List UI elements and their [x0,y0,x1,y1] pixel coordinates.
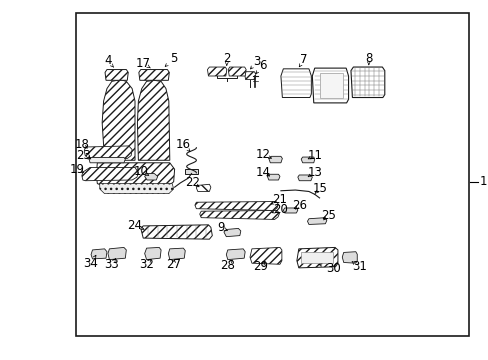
Polygon shape [102,80,135,160]
Text: 24: 24 [127,219,142,233]
Text: 30: 30 [325,262,340,275]
Text: 11: 11 [306,149,322,162]
Text: 7: 7 [300,53,307,66]
Text: 10: 10 [133,165,148,178]
Polygon shape [100,184,173,194]
Polygon shape [350,67,384,98]
Polygon shape [244,72,255,80]
Polygon shape [137,80,169,160]
Text: 4: 4 [104,54,111,67]
Polygon shape [280,69,311,98]
Polygon shape [312,68,348,103]
Polygon shape [105,69,128,80]
Polygon shape [108,247,126,260]
Polygon shape [81,167,138,181]
Polygon shape [199,211,279,220]
Polygon shape [267,174,279,180]
Polygon shape [268,156,282,163]
Polygon shape [224,228,240,237]
Text: 31: 31 [351,260,366,273]
Text: 8: 8 [365,51,372,64]
Text: 1: 1 [479,175,487,188]
Text: 6: 6 [258,59,266,72]
Polygon shape [89,157,125,163]
Polygon shape [195,202,278,211]
Text: 13: 13 [306,166,322,179]
Text: 17: 17 [136,57,150,70]
Text: 5: 5 [170,52,177,65]
Text: 28: 28 [220,259,235,272]
Polygon shape [228,67,245,76]
Text: 15: 15 [312,182,327,195]
Text: 18: 18 [74,138,89,150]
Text: 9: 9 [217,221,225,234]
Polygon shape [207,67,226,76]
Polygon shape [249,247,281,264]
Polygon shape [226,249,244,260]
Polygon shape [297,175,312,181]
Text: 12: 12 [255,148,270,161]
Polygon shape [307,218,326,225]
Polygon shape [301,157,314,163]
Polygon shape [144,247,161,260]
Text: 27: 27 [166,258,181,271]
Bar [76,13,468,336]
Polygon shape [342,252,357,263]
Text: 21: 21 [272,193,287,206]
Text: 3: 3 [253,55,260,68]
Text: 26: 26 [291,199,306,212]
Text: 16: 16 [176,138,190,151]
Text: 14: 14 [255,166,270,179]
Polygon shape [196,184,210,192]
Text: 22: 22 [184,176,200,189]
Polygon shape [84,146,132,158]
Bar [301,252,332,263]
Polygon shape [185,169,198,174]
Polygon shape [296,247,337,268]
Text: 25: 25 [320,210,335,222]
Polygon shape [141,225,212,239]
Polygon shape [139,69,169,80]
Text: 23: 23 [76,149,91,162]
Text: 20: 20 [273,203,288,216]
Text: 2: 2 [223,51,230,64]
Text: 32: 32 [139,258,154,271]
Polygon shape [283,208,297,213]
Polygon shape [168,248,185,260]
Text: 19: 19 [69,163,84,176]
Polygon shape [144,174,158,180]
Bar [319,73,342,98]
Text: 33: 33 [104,258,119,271]
Polygon shape [91,249,107,259]
Text: 34: 34 [83,257,98,270]
Text: 29: 29 [253,260,267,273]
Polygon shape [96,163,174,186]
